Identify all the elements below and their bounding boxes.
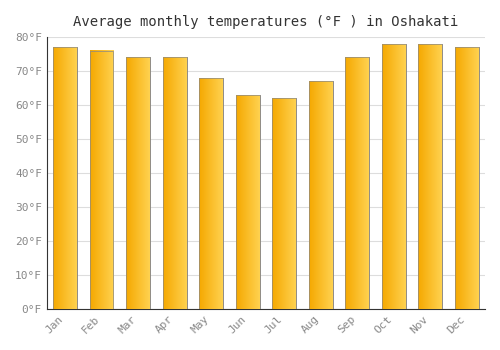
Bar	[54, 47, 77, 309]
Bar	[382, 44, 406, 309]
Bar	[163, 57, 186, 309]
Bar	[309, 81, 332, 309]
Bar	[272, 98, 296, 309]
Bar	[309, 81, 332, 309]
Bar	[90, 51, 114, 309]
Bar	[126, 57, 150, 309]
Bar	[200, 78, 223, 309]
Bar	[90, 51, 114, 309]
Bar	[382, 44, 406, 309]
Bar	[163, 57, 186, 309]
Title: Average monthly temperatures (°F ) in Oshakati: Average monthly temperatures (°F ) in Os…	[74, 15, 458, 29]
Bar	[418, 44, 442, 309]
Bar	[455, 47, 478, 309]
Bar	[54, 47, 77, 309]
Bar	[236, 95, 260, 309]
Bar	[346, 57, 369, 309]
Bar	[346, 57, 369, 309]
Bar	[236, 95, 260, 309]
Bar	[200, 78, 223, 309]
Bar	[272, 98, 296, 309]
Bar	[455, 47, 478, 309]
Bar	[126, 57, 150, 309]
Bar	[418, 44, 442, 309]
